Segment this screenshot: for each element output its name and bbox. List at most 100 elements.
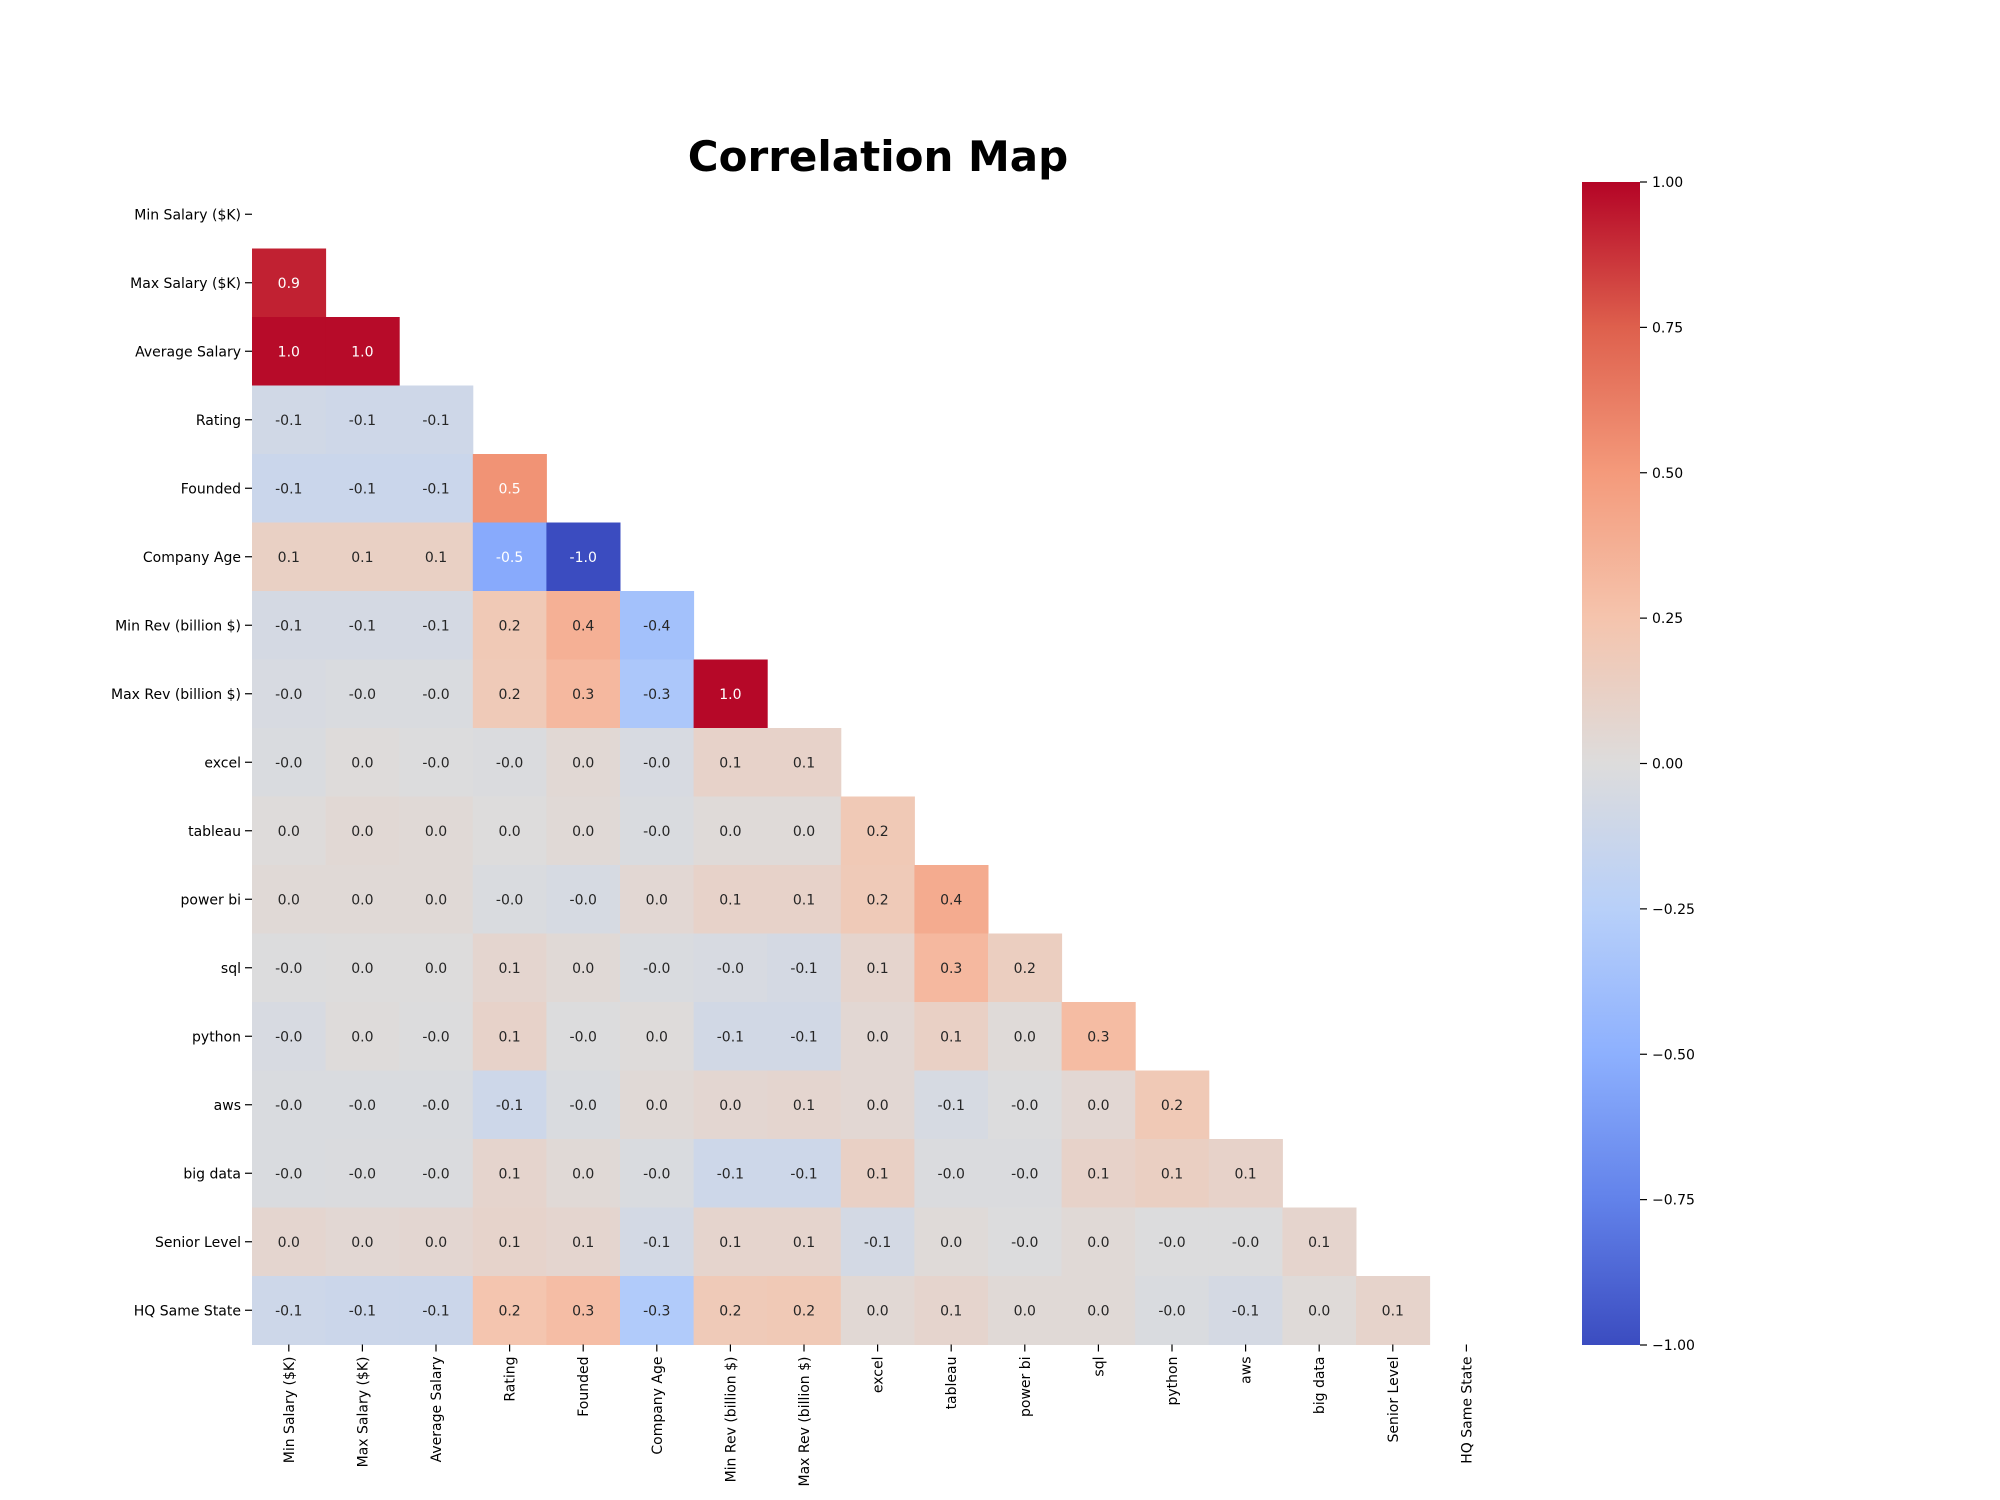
cell-value-label: 0.1 (793, 1098, 815, 1114)
cell-value-label: -0.0 (275, 961, 302, 977)
y-axis-ticks: Min Salary ($K) Max Salary ($K) Average Sa… (111, 207, 252, 1319)
y-tick-label: power bi (181, 892, 242, 908)
cell-value-label: -0.1 (938, 1098, 965, 1114)
cell-value-label: -0.1 (349, 618, 376, 634)
heatmap-cell (1282, 1276, 1357, 1345)
cell-value-label: -0.0 (570, 1029, 597, 1045)
heatmap-cell (325, 385, 400, 455)
heatmap-cell (914, 1139, 989, 1208)
heatmap-cell (693, 1002, 768, 1071)
heatmap-cell (472, 454, 547, 523)
x-tick-label: Rating (503, 1357, 519, 1402)
cell-value-label: 0.1 (719, 892, 741, 908)
x-tick-label: python (1165, 1357, 1181, 1406)
cell-value-label: 0.0 (646, 1029, 668, 1045)
cell-value-label: -0.1 (422, 413, 449, 429)
x-tick-label: sql (1091, 1357, 1107, 1377)
cell-value-label: 0.2 (866, 892, 888, 908)
heatmap-cell (693, 865, 768, 934)
y-tick-label: Company Age (143, 550, 241, 566)
cell-value-label: -0.1 (275, 1303, 302, 1319)
heatmap-cell (546, 1139, 621, 1208)
heatmap-cell (546, 865, 621, 934)
cell-value-label: 0.1 (1087, 1166, 1109, 1182)
cell-value-label: 0.0 (351, 824, 373, 840)
heatmap-cell (988, 1070, 1063, 1140)
heatmap-cell (914, 1002, 989, 1071)
heatmap-cell (325, 1276, 400, 1345)
cell-value-label: -0.0 (275, 1166, 302, 1182)
cell-value-label: 0.0 (1308, 1303, 1330, 1319)
cell-value-label: 0.2 (866, 824, 888, 840)
heatmap-cell (767, 1207, 842, 1277)
cell-value-label: 0.5 (498, 481, 520, 497)
heatmap-cell (472, 1139, 547, 1208)
y-tick-label: Max Salary ($K) (130, 276, 241, 292)
heatmap-cell (840, 933, 915, 1003)
heatmap-cell (325, 1070, 400, 1140)
heatmap-cell (399, 591, 474, 660)
y-tick-label: HQ Same State (134, 1303, 241, 1319)
y-tick-label: Min Rev (billion $) (115, 618, 241, 634)
heatmap-cell (1282, 1207, 1357, 1277)
x-tick-label: HQ Same State (1459, 1357, 1475, 1464)
heatmap-cell (325, 522, 400, 592)
heatmap-cell (472, 728, 547, 797)
cell-value-label: 0.0 (719, 824, 741, 840)
cell-value-label: 0.1 (793, 1235, 815, 1251)
cell-value-label: -0.1 (864, 1235, 891, 1251)
cell-value-label: 1.0 (278, 344, 300, 360)
heatmap-cell (1135, 1070, 1210, 1140)
heatmap-cell (620, 796, 695, 866)
heatmap-cell (472, 659, 547, 729)
cell-value-label: -0.0 (349, 687, 376, 703)
cell-value-label: -0.0 (1232, 1235, 1259, 1251)
cell-value-label: -0.1 (790, 961, 817, 977)
heatmap-cell (620, 659, 695, 729)
heatmap-cell (693, 1207, 768, 1277)
heatmap-cell (472, 796, 547, 866)
heatmap-cell (399, 1002, 474, 1071)
cell-value-label: -0.0 (1158, 1303, 1185, 1319)
colorbar-tick-label: 0.00 (1652, 757, 1683, 773)
heatmap-cell (767, 1276, 842, 1345)
colorbar-tick-label: 0.75 (1652, 320, 1683, 336)
cell-value-label: -0.0 (496, 892, 523, 908)
heatmap-cell (399, 796, 474, 866)
heatmap-cell (472, 1207, 547, 1277)
cell-value-label: -0.0 (643, 755, 670, 771)
heatmap-cell (620, 1002, 695, 1071)
cell-value-label: 0.0 (351, 961, 373, 977)
x-tick-label: Average Salary (429, 1357, 445, 1463)
cell-value-label: 0.1 (793, 755, 815, 771)
cell-value-label: -0.0 (275, 687, 302, 703)
cell-value-label: -0.1 (275, 413, 302, 429)
y-tick-label: Min Salary ($K) (134, 207, 241, 223)
cell-value-label: 0.1 (498, 1166, 520, 1182)
y-tick-label: aws (214, 1098, 241, 1114)
cell-value-label: -0.0 (349, 1098, 376, 1114)
cell-value-label: 0.1 (498, 1029, 520, 1045)
heatmap-cell (325, 796, 400, 866)
colorbar-tick-label: 1.00 (1652, 175, 1683, 191)
cell-value-label: 0.1 (498, 961, 520, 977)
cell-value-label: 0.0 (866, 1098, 888, 1114)
cell-value-label: 0.3 (572, 1303, 594, 1319)
x-tick-label: Company Age (650, 1357, 666, 1455)
cell-value-label: 0.2 (1014, 961, 1036, 977)
heatmap-cell (693, 1070, 768, 1140)
colorbar-tick-label: −1.00 (1652, 1338, 1695, 1354)
heatmap-cell (252, 865, 327, 934)
heatmap-cell (252, 385, 327, 455)
cell-value-label: 0.4 (940, 892, 962, 908)
heatmap-cell (620, 1276, 695, 1345)
heatmap-cell (325, 933, 400, 1003)
y-tick-label: Senior Level (155, 1235, 241, 1251)
cell-value-label: -0.0 (422, 1166, 449, 1182)
x-axis-ticks: Min Salary ($K) Max Salary ($K) Average Sa… (282, 1344, 1475, 1487)
heatmap-cell (546, 522, 621, 592)
cell-value-label: 0.1 (351, 550, 373, 566)
heatmap-cell (988, 1276, 1063, 1345)
cell-value-label: -0.1 (422, 1303, 449, 1319)
